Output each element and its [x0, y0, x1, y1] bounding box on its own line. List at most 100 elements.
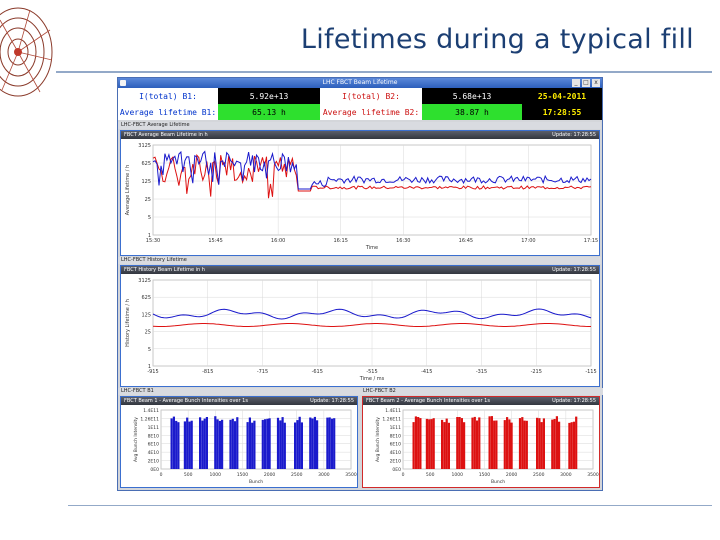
b1-x-tick: 1000 — [210, 472, 222, 478]
hist-x-tick: -215 — [531, 369, 542, 375]
b1-bunch-bar — [251, 422, 254, 469]
b2-bunch-bar — [473, 416, 476, 469]
title-divider — [56, 71, 712, 73]
b1-panel-title: FBCT Beam 1 - Average Bunch Intensities … — [124, 398, 248, 404]
minimize-button[interactable]: _ — [572, 79, 580, 87]
b2-y-tick: 8E10 — [390, 433, 402, 439]
b2-bunch-bar — [414, 416, 417, 469]
b1-bunch-bar — [190, 420, 193, 469]
avg-y-tick: 1 — [148, 233, 151, 239]
avg-x-tick: 15:45 — [208, 238, 222, 244]
avg-x-tick: 16:45 — [459, 238, 473, 244]
b2-bunch-bar — [572, 421, 576, 469]
b2-bunch-bar — [518, 418, 522, 469]
avg-lifetime-chart[interactable]: 3125 625 125 25 5 115:30 15:45 16:00 16:15 16:30 1… — [121, 139, 599, 255]
b1-y-label: Avg Bunch Intensity — [133, 417, 139, 462]
b1-y-tick: 8E10 — [148, 433, 160, 439]
b1-y-tick: 1.4E11 — [143, 408, 159, 414]
avg-plot-area — [152, 144, 592, 236]
b2-y-tick: 0E0 — [392, 467, 401, 473]
cern-accelerator-logo — [0, 7, 53, 97]
b1-x-tick: 500 — [184, 472, 193, 478]
b2-x-tick: 500 — [426, 472, 435, 478]
b2-bunch-bar — [460, 418, 463, 469]
b1-lifetime-value: 65.13 h — [218, 104, 320, 120]
b2-panel-title: FBCT Beam 2 - Average Bunch Intensities … — [366, 398, 490, 404]
b2-x-tick: 1000 — [452, 472, 464, 478]
b2-bunch-bar — [419, 418, 422, 469]
b1-bunch-bar — [221, 419, 224, 469]
b2-bunch-bar — [432, 418, 435, 469]
b1-bunch-bar — [183, 421, 186, 469]
b1-bunch-bar — [268, 418, 271, 469]
avg-panel-title: FBCT Average Beam Lifetime in h — [124, 132, 208, 138]
b1-x-tick: 2500 — [291, 472, 303, 478]
avg-y-tick: 25 — [145, 197, 151, 203]
avg-y-tick: 5 — [148, 215, 151, 221]
avg-section-label: LHC-FBCT Average Lifetime — [118, 122, 601, 129]
avg-y-tick: 3125 — [138, 143, 151, 149]
b2-bunch-bar — [458, 417, 461, 469]
b1-bunch-bar — [311, 418, 314, 469]
b2-bunch-bar — [445, 418, 448, 469]
b2-y-tick: 6E10 — [390, 442, 402, 448]
b1-y-tick: 2E10 — [148, 459, 160, 465]
b2-bunch-bar — [525, 420, 528, 469]
avg-y-tick: 125 — [141, 179, 151, 185]
date-display: 25-04-2011 — [522, 88, 602, 104]
avg-panel-update: Update: 17:28:55 — [552, 132, 596, 138]
avg-x-tick: 15:30 — [146, 238, 160, 244]
b1-x-label: Bunch — [249, 479, 263, 485]
hist-y-tick: 1 — [148, 364, 151, 370]
b2-bunch-bar — [456, 417, 459, 469]
b2-y-tick: 1.4E11 — [385, 408, 401, 414]
hist-y-tick: 5 — [148, 347, 151, 353]
b2-bunch-bar — [553, 419, 556, 469]
hist-lifetime-chart[interactable]: 3125 625 125 25 5 1-915 -815 -715 -615 -515 -415 -3… — [121, 274, 599, 386]
b1-x-tick: 0 — [160, 472, 163, 478]
b2-bunch-bar — [471, 417, 474, 469]
b1-bunch-bar — [203, 418, 206, 469]
maximize-button[interactable]: □ — [582, 79, 590, 87]
b1-bunch-bar — [313, 416, 316, 469]
app-icon — [120, 80, 126, 86]
b2-bunch-bar — [417, 417, 420, 469]
b1-y-tick: 6E10 — [148, 442, 160, 448]
b2-x-tick: 3000 — [560, 472, 572, 478]
close-button[interactable]: x — [592, 79, 600, 87]
b2-bunch-bar — [441, 419, 444, 469]
hist-beam1-line — [152, 308, 592, 320]
b2-bunch-bar — [538, 418, 541, 469]
avg-lifetime-panel: FBCT Average Beam Lifetime in h Update: … — [120, 130, 600, 256]
b1-bunch-bar — [246, 422, 249, 469]
b1-bunch-bar — [296, 420, 299, 469]
b1-bunch-bar — [248, 417, 251, 469]
b2-bunch-bar — [551, 419, 554, 469]
avg-x-label: Time — [365, 245, 378, 251]
hist-beam2-line — [152, 323, 591, 327]
slide-title: Lifetimes during a typical fill — [300, 24, 694, 55]
avg-x-tick: 17:15 — [584, 238, 598, 244]
window-title: LHC FBCT Beam Lifetime — [322, 79, 398, 86]
b2-x-tick: 1500 — [479, 472, 491, 478]
time-display: 17:28:55 — [522, 104, 602, 120]
hist-x-tick: -915 — [147, 369, 158, 375]
summary-row-intensity: I(total) B1: 5.92e+13 I(total) B2: 5.68e… — [118, 88, 602, 104]
window-titlebar[interactable]: LHC FBCT Beam Lifetime _ □ x — [118, 78, 602, 88]
hist-y-tick: 3125 — [138, 278, 151, 284]
avg-x-tick: 16:00 — [271, 238, 285, 244]
b1-lifetime-label: Average lifetime B1: — [118, 104, 218, 120]
b1-bunch-bar — [170, 418, 173, 469]
avg-beam2-line — [152, 154, 592, 199]
b2-bunch-bar — [425, 418, 428, 469]
b2-bunch-bar — [490, 416, 493, 469]
b2-bunch-bar — [542, 418, 545, 469]
b1-bunch-bar — [279, 420, 282, 469]
b1-x-tick: 2000 — [264, 472, 276, 478]
b1-bunch-bar — [264, 419, 267, 469]
b1-bunch-bar — [201, 420, 204, 469]
b2-bunch-bar — [521, 417, 524, 469]
avg-panel-header: FBCT Average Beam Lifetime in h Update: … — [121, 131, 599, 139]
